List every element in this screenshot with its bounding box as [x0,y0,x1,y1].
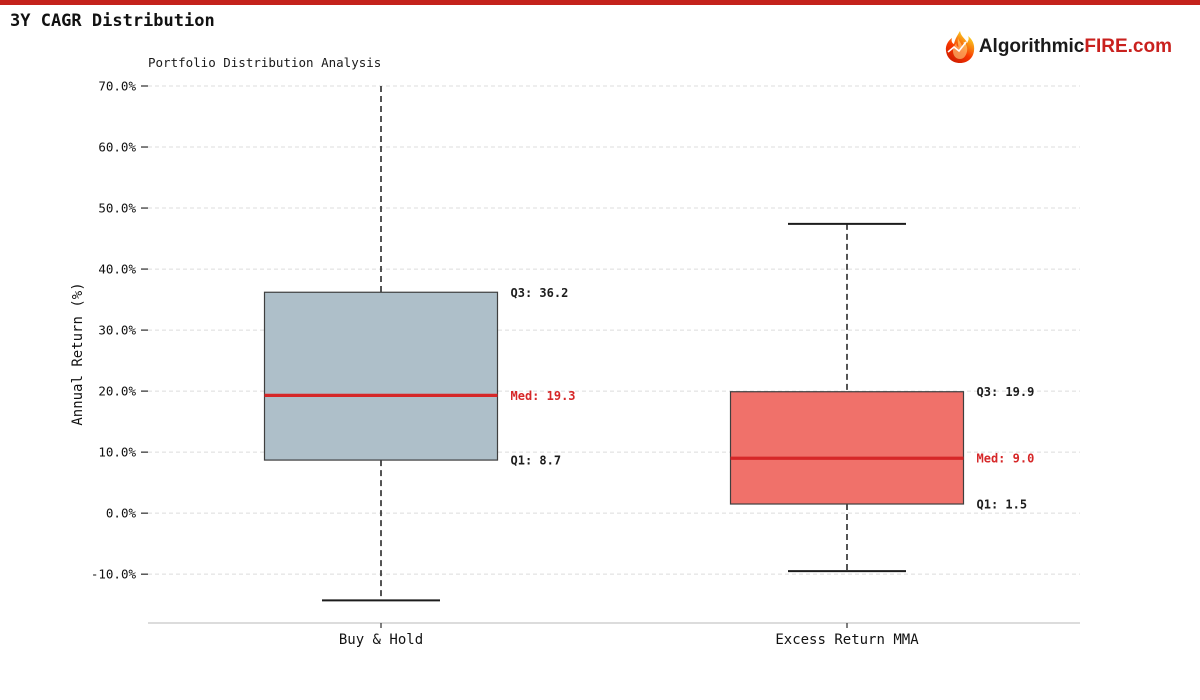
brand-name-dark: Algorithmic [978,36,1085,57]
y-axis-label: Annual Return (%) [70,282,86,425]
y-tick-label: 60.0% [98,140,136,155]
q1-annotation: Q1: 8.7 [511,454,562,468]
median-annotation: Med: 19.3 [511,389,576,403]
brand-logo[interactable]: AlgorithmicFIRE.com [945,30,1172,64]
x-tick-label: Buy & Hold [339,632,423,648]
y-tick-label: 30.0% [98,323,136,338]
q3-annotation: Q3: 19.9 [977,385,1035,399]
top-accent-bar [0,0,1200,5]
x-tick-label: Excess Return MMA [775,632,919,648]
y-tick-label: -10.0% [91,567,137,582]
page-title: 3Y CAGR Distribution [10,11,215,31]
y-tick-label: 70.0% [98,79,136,94]
plot-area: 70.0% 60.0% 50.0% 40.0% 30.0% 20.0% 10.0% 0.0% -… [91,79,1080,648]
y-tick-label: 50.0% [98,201,136,216]
q3-annotation: Q3: 36.2 [511,286,569,300]
iqr-box [263,291,499,461]
chart-subtitle: Portfolio Distribution Analysis [148,55,381,70]
y-tick-label: 20.0% [98,384,136,399]
y-tick-label: 10.0% [98,445,136,460]
brand-name-red: FIRE.com [1084,36,1172,57]
iqr-box [729,391,965,505]
median-annotation: Med: 9.0 [977,452,1035,466]
y-tick-label: 40.0% [98,262,136,277]
y-tick-label: 0.0% [106,506,137,521]
q1-annotation: Q1: 1.5 [977,498,1028,512]
flame-icon [945,31,975,63]
